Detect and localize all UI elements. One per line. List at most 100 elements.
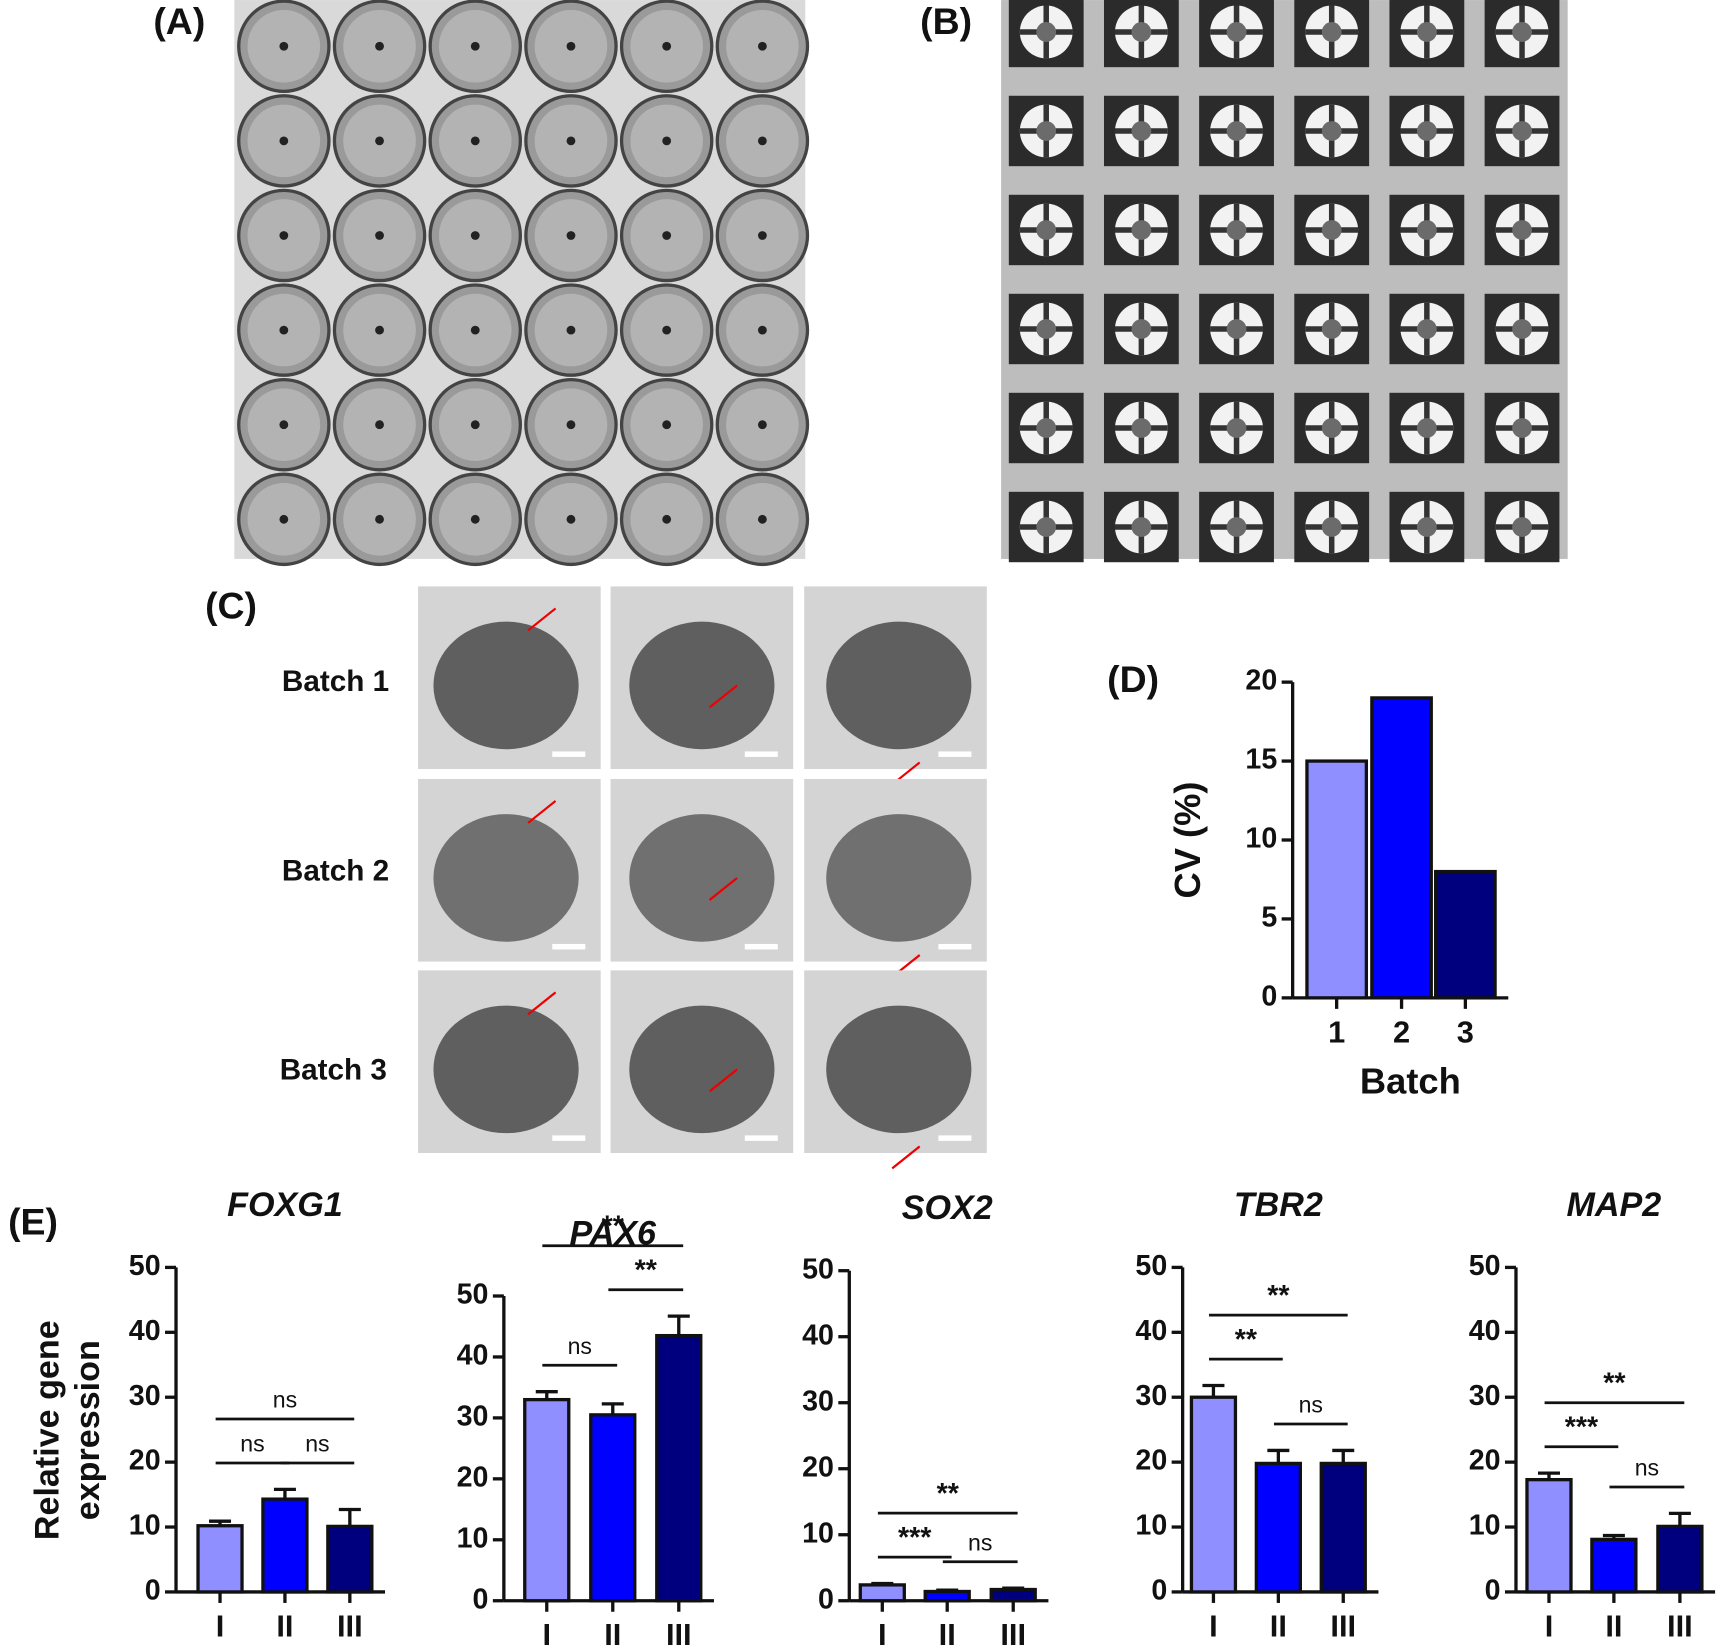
organoid — [470, 41, 480, 51]
panel-label: (A) — [153, 0, 205, 42]
organoid — [470, 136, 480, 146]
organoid — [1131, 517, 1152, 537]
y-tick-label: 0 — [145, 1575, 161, 1607]
significance-label: *** — [1565, 1412, 1599, 1444]
organoid — [566, 325, 576, 335]
bar — [1189, 1395, 1238, 1594]
organoid — [1321, 319, 1342, 339]
y-tick-label: 30 — [802, 1385, 834, 1417]
organoid — [662, 325, 672, 335]
y-tick-label: 10 — [802, 1517, 834, 1549]
y-tick-label: 0 — [473, 1583, 489, 1615]
scale-bar — [552, 943, 586, 950]
y-tick-label: 20 — [1245, 665, 1277, 697]
organoid — [1131, 22, 1152, 42]
x-tick-label: III — [666, 1617, 692, 1647]
bar — [1656, 1524, 1704, 1594]
organoid — [1416, 517, 1437, 537]
arrow — [708, 877, 738, 901]
scale-bar — [744, 943, 778, 950]
bar — [326, 1524, 374, 1594]
organoid — [1512, 319, 1532, 339]
y-tick-label: 20 — [457, 1461, 489, 1493]
x-tick-label: I — [1545, 1608, 1554, 1643]
organoid — [757, 514, 767, 524]
y-tick-label: 10 — [1245, 823, 1277, 855]
organoid-body — [629, 621, 775, 750]
arrow — [891, 1145, 921, 1170]
arrow — [527, 607, 557, 632]
x-tick-label: I — [878, 1617, 887, 1647]
organoid — [470, 231, 480, 240]
organoid — [375, 136, 384, 146]
bar — [1254, 1461, 1303, 1594]
organoid — [566, 136, 576, 146]
organoid — [375, 325, 384, 335]
panel-label: (D) — [1107, 658, 1159, 700]
organoid — [566, 41, 576, 51]
organoid — [1226, 418, 1247, 438]
significance-label: ns — [1635, 1455, 1659, 1481]
organoid — [662, 231, 672, 240]
organoid — [1036, 121, 1057, 141]
organoid — [1226, 319, 1247, 339]
error-bar — [1267, 1448, 1290, 1464]
significance-label: ** — [1267, 1280, 1290, 1312]
significance-label: ns — [305, 1430, 329, 1456]
error-bar — [273, 1487, 296, 1500]
organoid — [1321, 418, 1342, 438]
y-axis-label: expression — [69, 1340, 107, 1520]
y-tick-label: 50 — [129, 1250, 161, 1282]
y-tick-label: 15 — [1245, 744, 1277, 776]
organoid — [279, 41, 289, 51]
error-bar — [209, 1519, 232, 1526]
bar — [1434, 869, 1497, 1000]
significance-label: ** — [1235, 1324, 1258, 1356]
error-bar — [1202, 1383, 1225, 1398]
organoid — [470, 514, 480, 524]
y-tick-label: 40 — [129, 1315, 161, 1347]
y-tick-label: 50 — [457, 1279, 489, 1311]
scale-bar — [552, 1135, 586, 1141]
y-tick-label: 0 — [1151, 1575, 1167, 1607]
micrographs — [234, 0, 1568, 1170]
organoid — [1512, 22, 1532, 42]
y-tick-label: 5 — [1261, 901, 1277, 933]
y-tick-label: 40 — [1135, 1315, 1167, 1347]
organoid — [1131, 220, 1152, 240]
organoid — [1036, 517, 1057, 537]
organoid — [1416, 22, 1437, 42]
organoid — [1226, 220, 1247, 240]
panel-label: (E) — [8, 1200, 58, 1242]
organoid — [375, 420, 384, 430]
organoid-body — [629, 1005, 775, 1134]
bar — [1319, 1461, 1367, 1594]
chip-image — [1001, 0, 1568, 559]
organoid — [662, 136, 672, 146]
x-tick-label: 3 — [1457, 1014, 1474, 1049]
bar — [261, 1497, 309, 1594]
y-tick-label: 10 — [129, 1510, 161, 1542]
significance-label: ** — [602, 1211, 625, 1243]
organoid — [375, 231, 384, 240]
error-bar — [1602, 1533, 1625, 1540]
organoid — [1416, 220, 1437, 240]
row-label: Batch 1 — [282, 665, 389, 698]
organoid — [1321, 517, 1342, 537]
organoid-body — [433, 621, 579, 750]
y-tick-label: 50 — [802, 1253, 834, 1285]
x-tick-label: I — [542, 1617, 551, 1647]
x-tick-label: II — [1270, 1608, 1287, 1643]
organoid — [279, 420, 289, 430]
bar — [858, 1583, 906, 1603]
organoid — [1036, 220, 1057, 240]
arrow — [708, 1068, 738, 1093]
chart-title: SOX2 — [902, 1189, 993, 1227]
arrow — [527, 991, 557, 1016]
y-axis-label: Relative gene — [29, 1320, 67, 1540]
chart-title: FOXG1 — [227, 1186, 343, 1224]
y-tick-label: 50 — [1135, 1250, 1167, 1282]
significance-label: *** — [898, 1522, 932, 1554]
